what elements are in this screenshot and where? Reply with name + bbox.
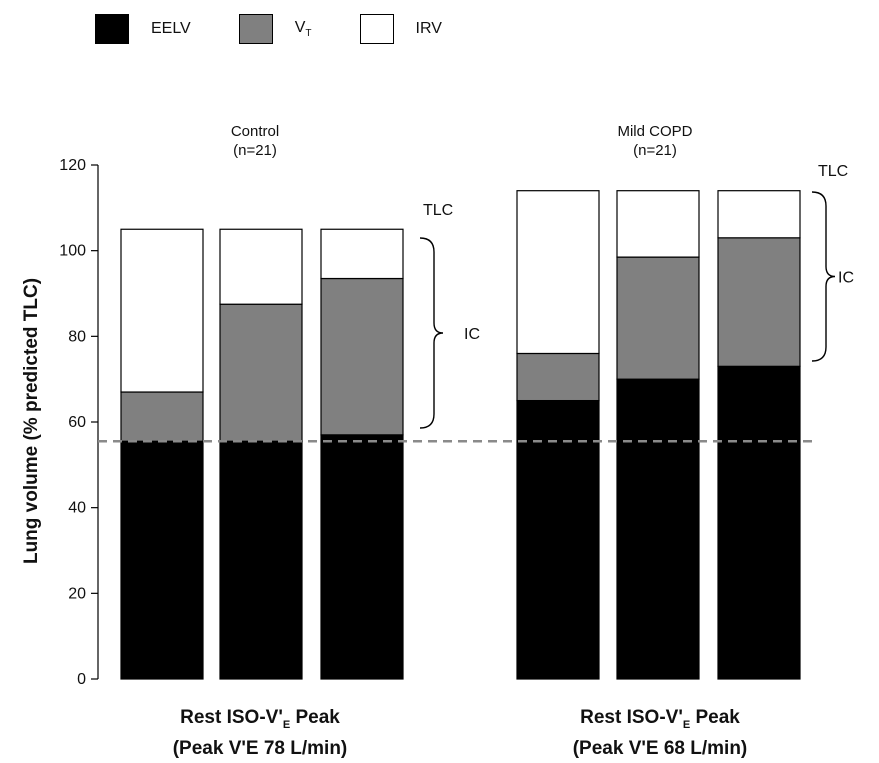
bar-3-eelv <box>321 435 403 679</box>
bar-1-irv <box>121 229 203 392</box>
tlc-label-copd: TLC <box>818 163 848 180</box>
bar-1-eelv <box>121 441 203 679</box>
bar-6-vt <box>718 238 800 366</box>
bar-2-eelv <box>220 441 302 679</box>
y-tick-label-100: 100 <box>59 243 86 260</box>
y-tick-label-60: 60 <box>68 414 86 431</box>
y-tick-label-40: 40 <box>68 500 86 517</box>
tlc-label-control: TLC <box>423 202 453 219</box>
ic-brace-copd <box>812 192 835 361</box>
bar-6-eelv <box>718 366 800 679</box>
ic-label-control: IC <box>464 326 480 343</box>
bar-2-irv <box>220 229 302 304</box>
bar-5-eelv <box>617 379 699 679</box>
bar-3-vt <box>321 279 403 435</box>
ic-label-copd: IC <box>838 270 854 287</box>
y-tick-label-80: 80 <box>68 328 86 345</box>
bar-4-vt <box>517 353 599 400</box>
y-tick-label-0: 0 <box>77 671 86 688</box>
bar-2-vt <box>220 304 302 441</box>
bar-3-irv <box>321 229 403 278</box>
bar-5-vt <box>617 257 699 379</box>
bar-6-irv <box>718 191 800 238</box>
bar-1-vt <box>121 392 203 441</box>
ic-brace-control <box>420 238 443 428</box>
y-tick-label-20: 20 <box>68 585 86 602</box>
bar-5-irv <box>617 191 699 257</box>
bar-4-irv <box>517 191 599 354</box>
y-tick-label-120: 120 <box>59 157 86 174</box>
